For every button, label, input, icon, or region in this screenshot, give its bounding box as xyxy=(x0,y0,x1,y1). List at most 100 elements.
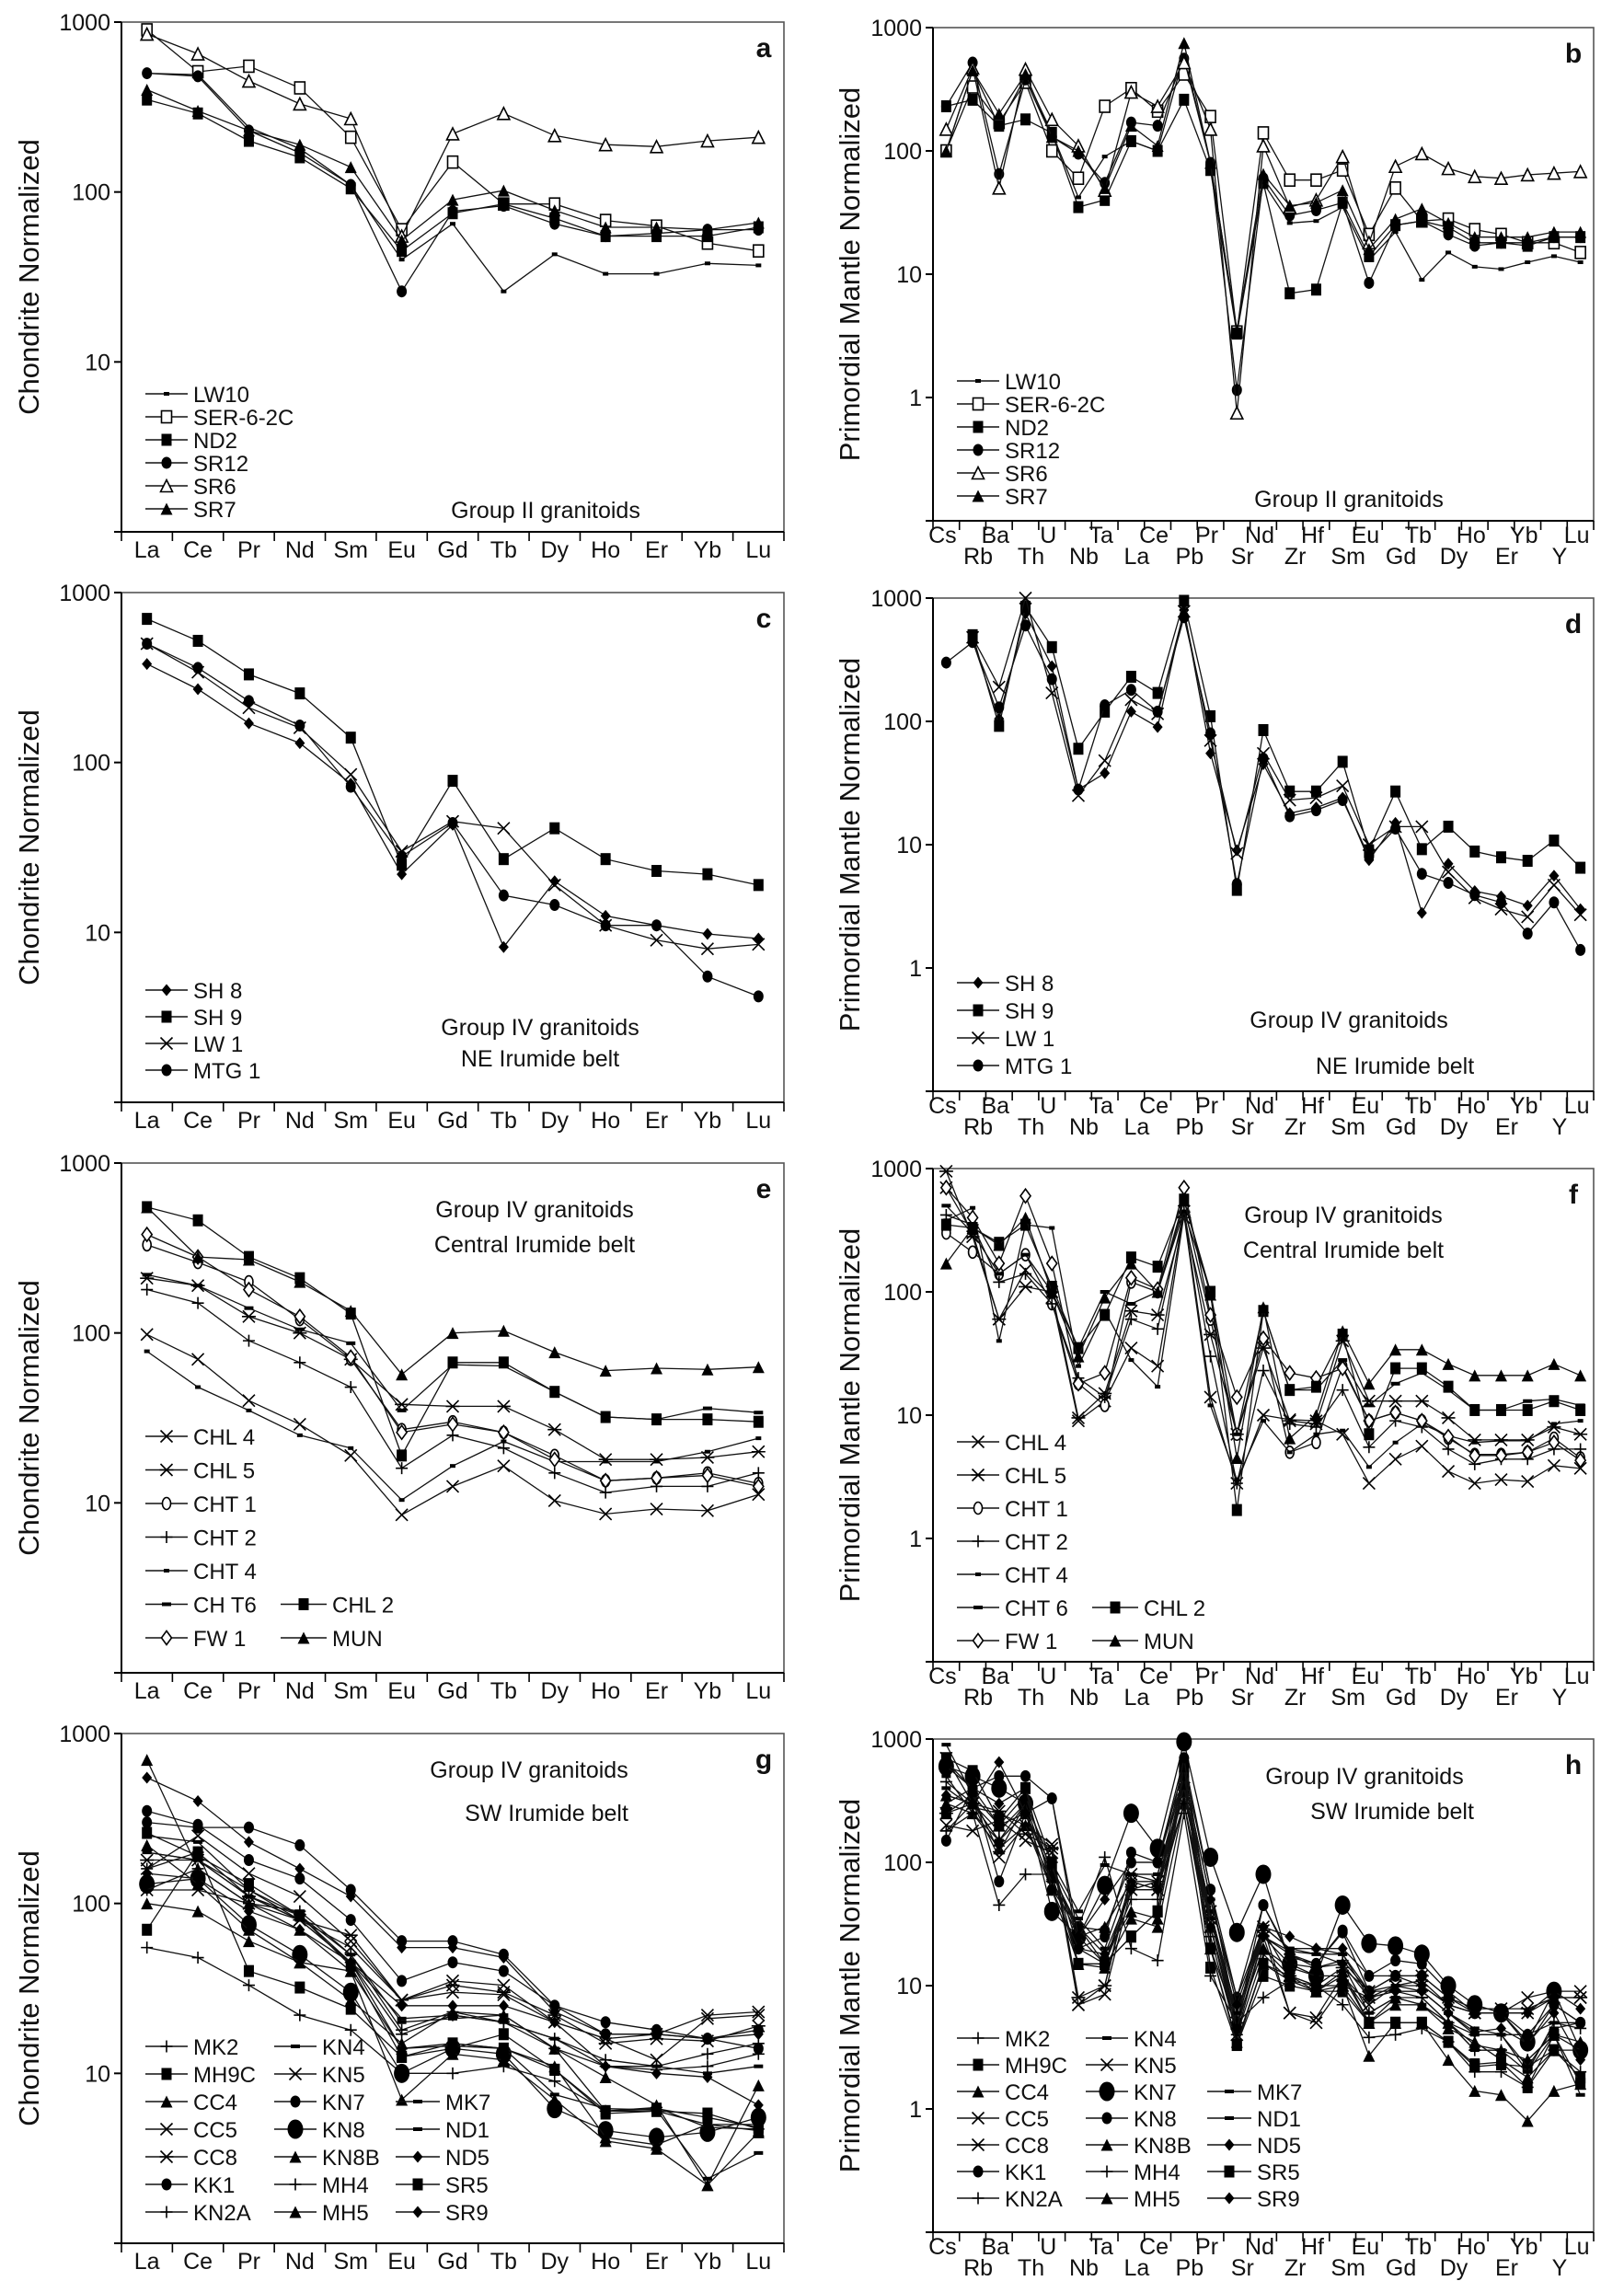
legend-label: MK7 xyxy=(1257,2080,1302,2105)
legend-item: SR9 xyxy=(396,2201,489,2226)
legend-label: CC4 xyxy=(193,2091,237,2115)
data-point xyxy=(141,1838,154,1851)
data-point xyxy=(1573,1985,1587,1999)
data-point xyxy=(1284,1417,1296,1430)
data-point xyxy=(1309,790,1323,805)
data-point xyxy=(344,1381,357,1394)
data-point xyxy=(1152,705,1163,718)
data-point xyxy=(1099,1365,1111,1381)
panel-a-chondrite-group-ii: 1000 100 10 Chondrite Normalized La Ce Pr Nd Sm E… xyxy=(0,0,812,570)
data-point xyxy=(1337,1979,1348,1992)
legend-label: CHL 5 xyxy=(1005,1464,1066,1489)
x-tick-label: Ta xyxy=(1088,1093,1113,1119)
data-point xyxy=(294,2009,306,2022)
legend-marker xyxy=(971,2111,985,2125)
x-tick-label: Nd xyxy=(285,537,315,563)
legend-item: MH9C xyxy=(957,2054,1067,2079)
data-point xyxy=(993,1275,1006,1288)
data-point xyxy=(1364,2016,1375,2029)
panel-label: h xyxy=(1565,1750,1582,1780)
data-point xyxy=(1257,1991,1270,2004)
data-point xyxy=(1573,1990,1587,2005)
data-point xyxy=(1231,384,1242,397)
data-point xyxy=(242,1253,255,1266)
legend-label: MTG 1 xyxy=(193,1059,260,1084)
data-point xyxy=(1124,120,1137,132)
data-point xyxy=(1261,1419,1266,1423)
data-point xyxy=(294,1872,305,1885)
legend-item: ND2 xyxy=(145,429,237,454)
data-point xyxy=(1416,843,1427,856)
panel-label: g xyxy=(755,1745,772,1775)
data-point xyxy=(1150,1308,1165,1322)
data-point xyxy=(1498,1438,1504,1443)
data-point xyxy=(994,1797,1005,1810)
x-tick-label: Eu xyxy=(1352,523,1380,548)
legend-marker xyxy=(973,420,984,433)
x-tick-label: U xyxy=(1040,1093,1056,1119)
legend-item: SR9 xyxy=(1207,2187,1300,2212)
data-point xyxy=(701,1363,714,1376)
data-point xyxy=(1522,927,1533,940)
data-point xyxy=(1151,1920,1164,1933)
y-tick-label: 1 xyxy=(909,386,922,411)
data-point xyxy=(651,919,662,932)
y-tick-label: 10 xyxy=(896,1403,922,1429)
legend-item: CC8 xyxy=(145,2146,237,2171)
data-point xyxy=(1284,173,1296,188)
legend-marker xyxy=(161,1496,172,1511)
legend-label: KN2A xyxy=(1005,2187,1063,2212)
data-point xyxy=(1443,1380,1454,1393)
series-line xyxy=(972,600,1582,891)
y-tick-label: 10 xyxy=(896,1974,922,1999)
data-point xyxy=(1283,2006,1296,2020)
x-tick-label: Dy xyxy=(1440,1685,1469,1711)
data-point xyxy=(1019,1868,1032,1881)
data-point xyxy=(1521,1444,1534,1461)
x-tick-label: Pb xyxy=(1176,2255,1204,2281)
data-point xyxy=(940,1789,951,1802)
data-point xyxy=(243,1821,254,1834)
annotation-text: Group IV granitoids xyxy=(441,1015,639,1041)
data-point xyxy=(1228,1922,1245,1942)
data-point xyxy=(1577,260,1584,265)
data-point xyxy=(344,1305,357,1318)
data-point xyxy=(1284,1384,1296,1397)
x-tick-label: Ta xyxy=(1088,523,1113,548)
x-tick-label: Yb xyxy=(694,1678,722,1704)
legend-label: KN8 xyxy=(1134,2107,1177,2132)
data-point xyxy=(1494,1473,1508,1487)
data-point xyxy=(967,1797,978,1810)
series-sr7 xyxy=(141,83,765,247)
legend-label: KN8B xyxy=(322,2146,380,2171)
x-tick-label: Th xyxy=(1018,2255,1044,2281)
data-point xyxy=(1045,1837,1059,1851)
x-tick-label: Er xyxy=(1495,544,1518,570)
legend: CHL 4 CHL 5 CHT 1 CHT 2 CHT 4 CHT 6 FW 1 CHL 2 M… xyxy=(957,1431,1205,1654)
legend-item: SR7 xyxy=(145,498,236,523)
legend-marker xyxy=(971,1434,985,1449)
data-point xyxy=(1101,155,1108,159)
data-point xyxy=(1494,1447,1507,1464)
legend-item: KN5 xyxy=(274,2063,365,2088)
data-point xyxy=(1414,145,1430,161)
data-point xyxy=(994,1850,1004,1855)
data-point xyxy=(396,1462,409,1475)
legend-marker xyxy=(972,2085,985,2098)
data-point xyxy=(501,289,507,294)
x-tick-label: Pb xyxy=(1176,1685,1204,1711)
data-point xyxy=(1204,1350,1217,1363)
legend-item: LW 1 xyxy=(957,1027,1054,1052)
x-tick-label: Hf xyxy=(1301,1664,1324,1689)
data-point xyxy=(497,1423,510,1441)
x-tick-label: Lu xyxy=(745,1678,771,1704)
data-point xyxy=(1258,1898,1269,1911)
data-point xyxy=(294,1356,306,1369)
x-tick-label: Gd xyxy=(1386,1685,1416,1711)
x-tick-label: Cs xyxy=(928,2234,957,2260)
data-point xyxy=(702,2070,713,2083)
legend-marker xyxy=(1224,2138,1235,2151)
data-point xyxy=(753,2028,764,2041)
data-point xyxy=(1123,1304,1138,1318)
legend-marker xyxy=(1225,2116,1234,2120)
